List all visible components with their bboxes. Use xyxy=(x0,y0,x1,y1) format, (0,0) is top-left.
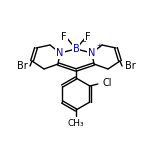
Text: CH₃: CH₃ xyxy=(68,119,84,128)
Text: Br: Br xyxy=(125,61,135,71)
Text: N: N xyxy=(56,48,64,58)
Text: F: F xyxy=(85,32,91,42)
Text: B: B xyxy=(73,44,79,54)
Text: −: − xyxy=(80,39,86,45)
Text: +: + xyxy=(96,43,102,49)
Text: N: N xyxy=(88,48,96,58)
Text: F: F xyxy=(61,32,67,42)
Text: Br: Br xyxy=(17,61,27,71)
Text: Cl: Cl xyxy=(103,78,112,88)
